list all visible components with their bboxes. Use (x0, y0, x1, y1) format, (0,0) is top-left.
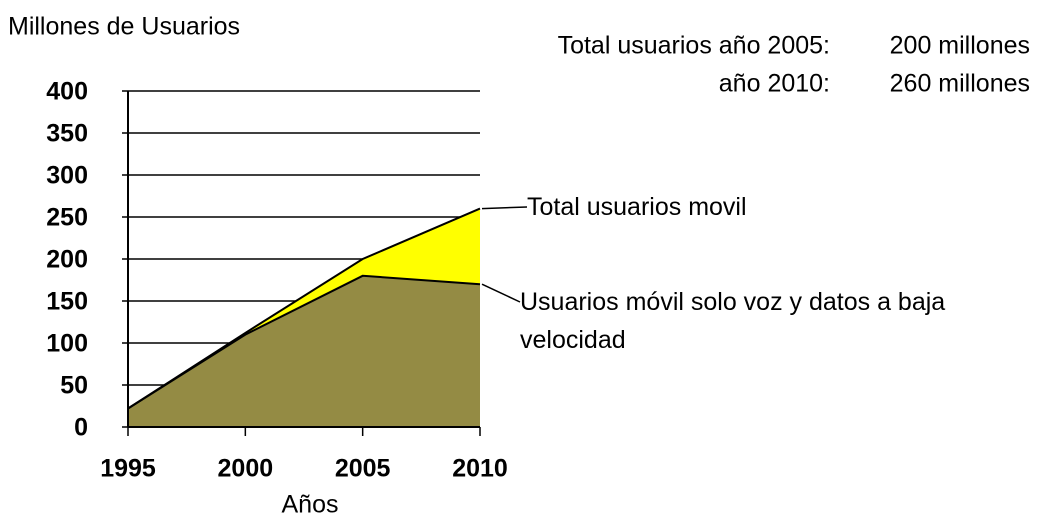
y-axis-title: Millones de Usuarios (8, 13, 240, 41)
x-axis-title: Años (282, 491, 339, 519)
y-tick-label: 50 (60, 372, 88, 400)
x-tick-label: 2010 (452, 455, 508, 483)
annotation-value: 260 millones (890, 70, 1030, 98)
annotation-label: año 2010: (719, 70, 830, 98)
y-tick-label: 350 (46, 120, 88, 148)
y-tick-label: 300 (46, 162, 88, 190)
annotation-arrow (481, 206, 528, 210)
area (128, 275, 480, 427)
series-line (127, 274, 481, 410)
x-tick-label: 2000 (218, 455, 274, 483)
y-tick-label: 250 (46, 204, 88, 232)
y-tick-label: 200 (46, 246, 88, 274)
x-tick-label: 1995 (100, 455, 156, 483)
series-label: Total usuarios movil (527, 193, 747, 221)
annotation-arrow (481, 283, 521, 303)
annotation-label: Total usuarios año 2005: (558, 32, 830, 60)
x-tick-label: 2005 (335, 455, 391, 483)
y-tick-label: 100 (46, 330, 88, 358)
y-tick-label: 400 (46, 78, 88, 106)
y-tick-label: 150 (46, 288, 88, 316)
annotation-value: 200 millones (890, 32, 1030, 60)
series-label: Usuarios móvil solo voz y datos a baja v… (520, 288, 946, 354)
y-tick-label: 0 (74, 414, 88, 442)
